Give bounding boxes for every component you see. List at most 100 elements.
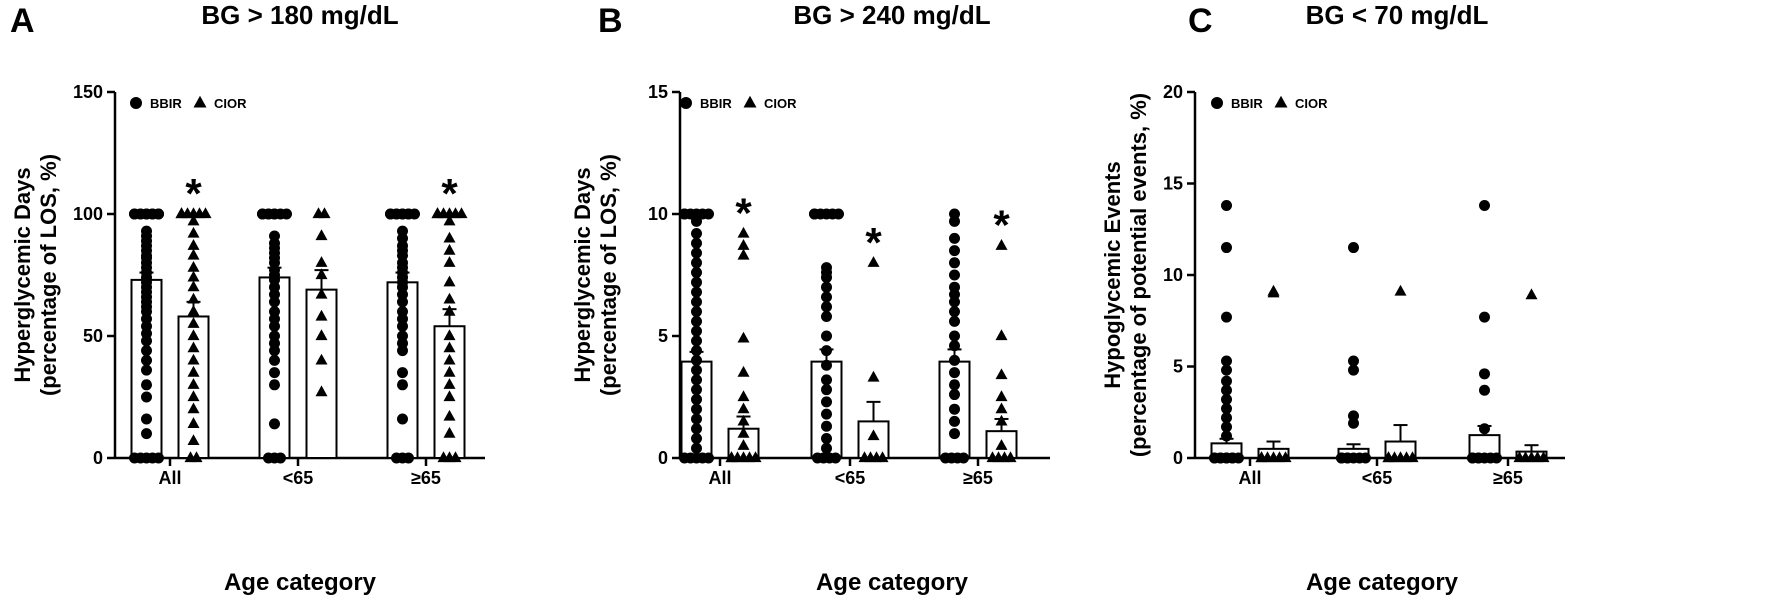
significance-marker: * xyxy=(735,190,752,237)
data-point-bbir xyxy=(821,359,832,371)
legend-marker-cior xyxy=(1274,95,1288,108)
data-point-bbir xyxy=(1221,375,1232,387)
y-axis-label-units: (percentage of LOS, %) xyxy=(596,154,621,396)
data-point-cior xyxy=(443,378,456,389)
chart-title: BG > 180 mg/dL xyxy=(201,0,398,30)
data-point-bbir xyxy=(281,208,292,220)
data-point-cior xyxy=(187,329,200,341)
data-point-bbir xyxy=(691,384,702,396)
data-point-bbir xyxy=(691,374,702,386)
data-point-bbir xyxy=(269,320,280,332)
data-point-cior xyxy=(1394,284,1407,296)
data-point-bbir xyxy=(949,245,960,257)
data-point-cior xyxy=(1406,451,1419,463)
data-point-cior xyxy=(443,390,456,402)
x-tick-label: All xyxy=(1238,468,1261,488)
data-point-cior xyxy=(443,231,456,243)
data-point-cior xyxy=(443,292,456,304)
data-point-bbir xyxy=(141,391,152,403)
y-tick-label: 50 xyxy=(83,326,103,346)
data-point-bbir xyxy=(1479,423,1490,435)
data-point-cior xyxy=(1255,451,1268,463)
x-tick-label: <65 xyxy=(835,468,866,488)
data-point-cior xyxy=(443,256,456,267)
legend-label-bbir: BBIR xyxy=(700,96,732,111)
data-point-cior xyxy=(737,365,750,377)
data-point-cior xyxy=(443,304,456,316)
data-point-bbir xyxy=(691,215,702,227)
data-point-cior xyxy=(737,248,750,260)
significance-marker: * xyxy=(865,219,882,266)
data-point-bbir xyxy=(691,247,702,259)
data-point-bbir xyxy=(691,403,702,415)
data-point-bbir xyxy=(1221,355,1232,367)
data-point-cior xyxy=(995,414,1008,426)
data-point-bbir xyxy=(821,281,832,293)
data-point-cior xyxy=(737,239,750,250)
panel-letter: A xyxy=(10,2,35,40)
data-point-bbir xyxy=(141,335,152,347)
data-point-bbir xyxy=(691,345,702,357)
y-axis-label: Hyperglycemic Days xyxy=(570,167,595,382)
significance-marker: * xyxy=(993,202,1010,249)
data-point-bbir xyxy=(691,354,702,366)
data-point-bbir xyxy=(1473,452,1484,464)
data-point-bbir xyxy=(269,379,280,391)
x-tick-label: ≥65 xyxy=(411,468,441,488)
data-point-cior xyxy=(876,451,889,463)
x-tick-label: <65 xyxy=(1362,468,1393,488)
data-point-bbir xyxy=(1491,452,1502,464)
data-point-bbir xyxy=(1348,417,1359,429)
data-point-bbir xyxy=(821,442,832,454)
x-axis-label: Age category xyxy=(816,569,969,596)
data-point-cior xyxy=(187,248,200,260)
data-point-cior xyxy=(443,365,456,377)
data-point-bbir xyxy=(691,267,702,279)
data-point-cior xyxy=(187,239,200,250)
data-point-cior xyxy=(737,402,750,414)
data-point-bbir xyxy=(949,269,960,281)
data-point-cior xyxy=(187,378,200,389)
legend-marker-bbir xyxy=(680,97,692,109)
data-point-bbir xyxy=(821,374,832,386)
data-point-cior xyxy=(725,451,738,463)
data-point-cior xyxy=(443,353,456,365)
data-point-cior xyxy=(995,329,1008,341)
data-point-bbir xyxy=(397,320,408,332)
legend-label-bbir: BBIR xyxy=(150,96,182,111)
data-point-bbir xyxy=(1479,311,1490,323)
data-point-cior xyxy=(995,368,1008,380)
data-point-bbir xyxy=(1348,242,1359,254)
legend-marker-cior xyxy=(193,95,207,108)
data-point-cior xyxy=(1382,451,1395,463)
data-point-cior xyxy=(449,451,462,463)
chart-title: BG < 70 mg/dL xyxy=(1306,0,1489,30)
data-point-bbir xyxy=(691,413,702,425)
legend-label-bbir: BBIR xyxy=(1231,96,1263,111)
data-point-bbir xyxy=(949,215,960,227)
data-point-bbir xyxy=(403,208,414,220)
data-point-cior xyxy=(187,280,200,292)
data-point-cior xyxy=(315,309,328,321)
data-point-bbir xyxy=(153,208,164,220)
data-point-bbir xyxy=(949,389,960,401)
data-point-bbir xyxy=(141,413,152,425)
data-point-bbir xyxy=(1227,452,1238,464)
data-point-bbir xyxy=(691,228,702,240)
data-point-cior xyxy=(187,214,200,226)
legend-marker-bbir xyxy=(130,97,142,109)
y-axis-label: Hyperglycemic Days xyxy=(10,167,35,382)
data-point-bbir xyxy=(691,257,702,269)
data-point-cior xyxy=(315,268,328,280)
data-point-bbir xyxy=(821,345,832,357)
data-point-bbir xyxy=(397,413,408,425)
data-point-bbir xyxy=(1479,368,1490,380)
y-axis-label-units: (percentage of potential events, %) xyxy=(1126,93,1151,457)
y-tick-label: 0 xyxy=(658,448,668,468)
data-point-bbir xyxy=(949,306,960,318)
legend-marker-cior xyxy=(743,95,757,108)
data-point-cior xyxy=(737,439,750,450)
data-point-bbir xyxy=(691,423,702,435)
data-point-bbir xyxy=(949,415,960,427)
data-point-cior xyxy=(315,385,328,397)
